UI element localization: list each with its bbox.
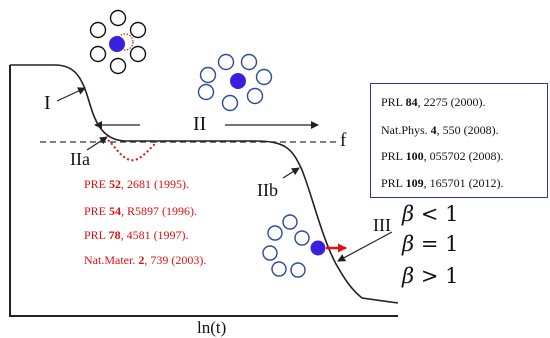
cage-particle-icon-escape	[262, 214, 347, 278]
beta-less-than-one: β < 1	[402, 202, 459, 226]
regime-iii-pointer	[337, 231, 393, 262]
red-reference-1: PRE 52, 2681 (1995).	[84, 177, 190, 191]
cage-particle-icon-blue-center	[197, 53, 273, 112]
regime-ii-label: II	[193, 113, 207, 135]
regime-iii-label: III	[373, 215, 391, 235]
decay-curve	[10, 64, 399, 304]
reference-box: PRL 84, 2275 (2000). Nat.Phys. 4, 550 (2…	[370, 83, 548, 198]
box-reference-2: Nat.Phys. 4, 550 (2008).	[381, 123, 499, 137]
regime-iib-pointer	[282, 167, 300, 179]
iia-dip-dotted	[107, 139, 158, 162]
beta-greater-than-one: β > 1	[402, 264, 459, 288]
regime-iia-label: IIa	[70, 149, 90, 169]
box-reference-4: PRL 109, 165701 (2012).	[381, 176, 504, 190]
beta-equal-one: β = 1	[402, 232, 459, 256]
cage-particle-icon-black	[89, 9, 147, 75]
regime-iib-label: IIb	[257, 180, 278, 200]
red-reference-2: PRE 54, R5897 (1996).	[84, 204, 198, 218]
regime-i-label: I	[44, 92, 51, 114]
red-reference-4: Nat.Mater. 2, 739 (2003).	[84, 253, 207, 267]
plateau-f-label: f	[340, 130, 347, 151]
regime-i-pointer	[56, 87, 86, 102]
red-reference-3: PRL 78, 4581 (1997).	[84, 228, 189, 242]
box-reference-3: PRL 100, 055702 (2008).	[381, 149, 504, 163]
x-axis-label: ln(t)	[197, 318, 227, 337]
regime-iia-pointer	[86, 136, 108, 151]
box-reference-1: PRL 84, 2275 (2000).	[381, 95, 486, 109]
